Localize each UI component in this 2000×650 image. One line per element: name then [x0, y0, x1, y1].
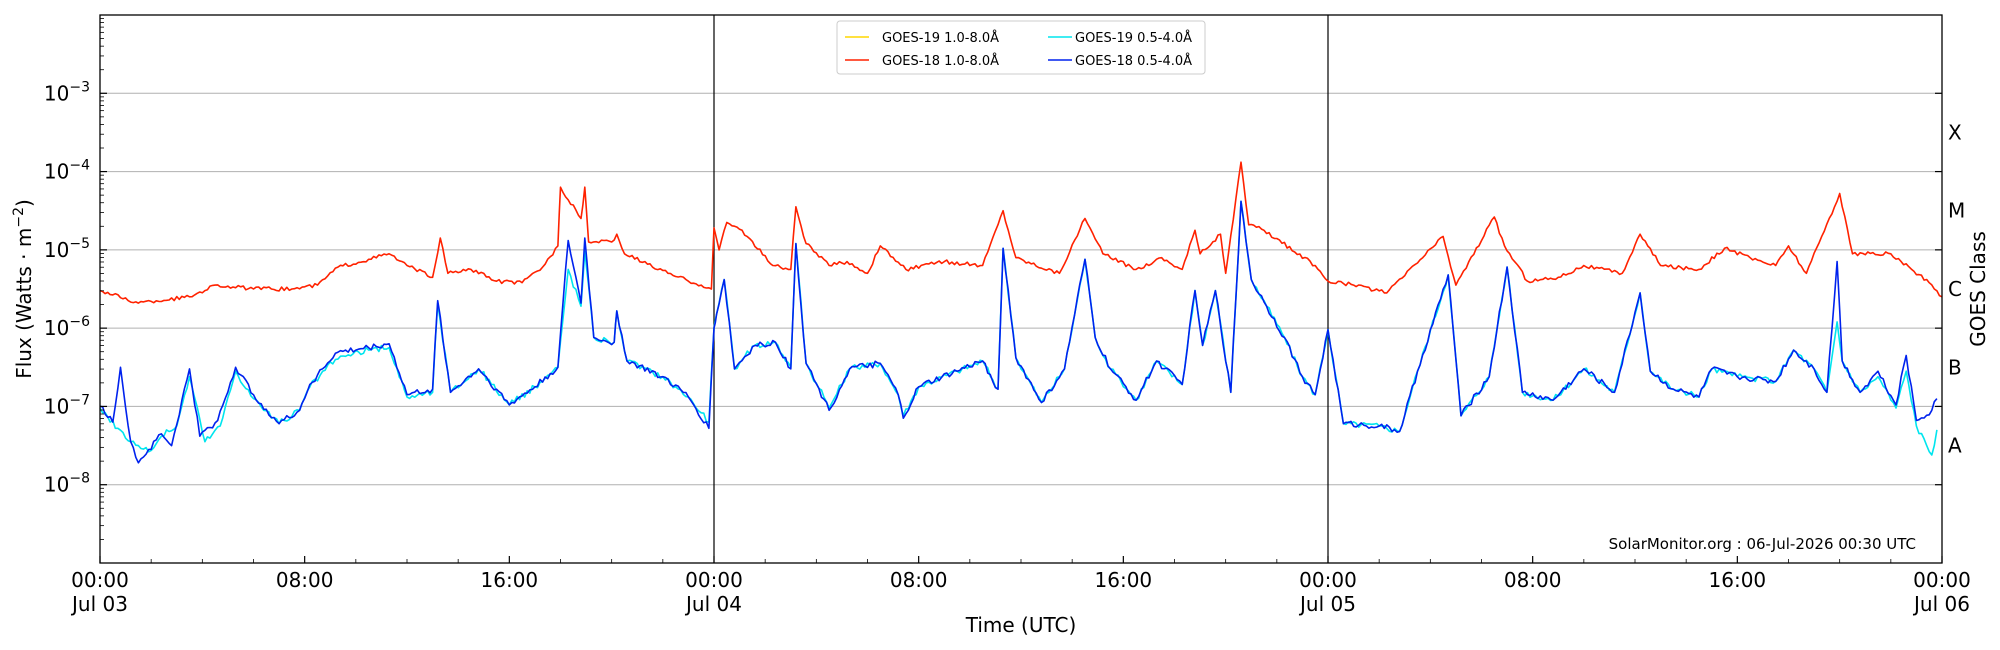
x-tick-date-label: Jul 03 [70, 592, 128, 616]
legend-label-goes18-short: GOES-18 0.5-4.0Å [1075, 53, 1192, 69]
x-tick-time-label: 16:00 [481, 568, 539, 592]
x-tick-time-label: 00:00 [685, 568, 743, 592]
y-tick-label: 10−8 [44, 471, 90, 497]
series-line-3 [99, 200, 1938, 464]
series-line-1 [99, 161, 1943, 304]
legend: GOES-19 1.0-8.0Å GOES-18 1.0-8.0Å GOES-1… [836, 20, 1206, 75]
y-tick-label: 10−3 [44, 79, 90, 105]
goes-class-label: B [1948, 355, 1962, 379]
legend-label-goes19-long: GOES-19 1.0-8.0Å [882, 30, 999, 46]
x-tick-time-label: 08:00 [890, 568, 948, 592]
y-axis-label-exponent: −2 [11, 207, 27, 228]
x-tick-time-label: 16:00 [1709, 568, 1767, 592]
x-tick-date-label: Jul 05 [1298, 592, 1356, 616]
x-tick-time-label: 00:00 [1299, 568, 1357, 592]
x-tick-time-label: 16:00 [1095, 568, 1153, 592]
grid-layer [100, 92, 1942, 486]
x-tick-time-label: 08:00 [1504, 568, 1562, 592]
x-tick-time-label: 00:00 [71, 568, 129, 592]
x-tick-time-label: 00:00 [1913, 568, 1971, 592]
legend-label-goes18-long: GOES-18 1.0-8.0Å [882, 53, 999, 69]
y-axis-label-close: ) [12, 199, 36, 207]
goes-class-label: A [1948, 434, 1962, 458]
x-tick-date-label: Jul 04 [684, 592, 742, 616]
x-tick-date-label: Jul 06 [1912, 592, 1970, 616]
y-axis-label-main: Flux (Watts · m [12, 228, 36, 379]
goes-class-label: X [1948, 120, 1962, 144]
legend-box [836, 20, 1206, 75]
right-axis-label: GOES Class [1966, 231, 1990, 347]
y-tick-label: 10−4 [44, 158, 90, 184]
legend-label-goes19-short: GOES-19 0.5-4.0Å [1075, 30, 1192, 46]
series-layer [99, 161, 1943, 464]
y-tick-label: 10−7 [44, 392, 90, 418]
x-tick-time-label: 08:00 [276, 568, 334, 592]
annotation-text: SolarMonitor.org : 06-Jul-2026 00:30 UTC [1609, 535, 1916, 553]
y-tick-label: 10−6 [44, 314, 90, 340]
y-tick-label: 10−5 [44, 236, 90, 262]
day-boundary-lines [713, 15, 1329, 563]
goes-class-label: M [1948, 199, 1965, 223]
goes-class-label: C [1948, 277, 1962, 301]
x-axis-label: Time (UTC) [965, 613, 1077, 637]
plot-frame [99, 14, 1943, 564]
y-axis-label: Flux (Watts · m−2) [11, 199, 36, 379]
